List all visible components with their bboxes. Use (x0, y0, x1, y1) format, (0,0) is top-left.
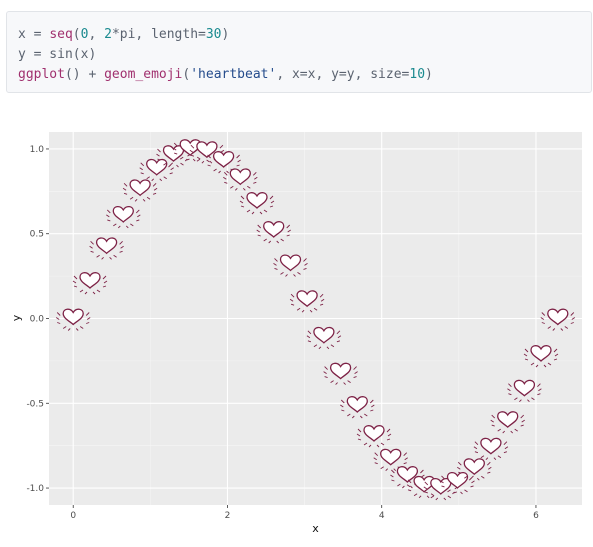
x-tick-label: 4 (379, 511, 385, 521)
code-line-3: ggplot() + geom_emoji('heartbeat', x=x, … (18, 67, 433, 82)
y-axis: -1.0 -0.5 0.0 0.5 1.0 (26, 145, 49, 494)
code-cell[interactable]: x = seq(0, 2*pi, length=30) y = sin(x) g… (6, 11, 592, 93)
x-tick-label: 0 (70, 511, 76, 521)
sine-emoji-plot: -1.0 -0.5 0.0 0.5 1.0 0 2 4 6 x y (10, 132, 582, 535)
code-line-1: x = seq(0, 2*pi, length=30) (18, 27, 230, 42)
x-axis: 0 2 4 6 (70, 505, 539, 521)
y-tick-label: 1.0 (30, 145, 45, 155)
y-tick-label: 0.0 (30, 315, 45, 325)
code-line-2: y = sin(x) (18, 47, 97, 62)
y-tick-label: -1.0 (26, 484, 44, 494)
x-axis-title: x (312, 522, 319, 535)
x-tick-label: 2 (225, 511, 231, 521)
grid-lines (49, 132, 582, 505)
x-tick-label: 6 (533, 511, 539, 521)
y-tick-label: -0.5 (26, 399, 44, 409)
y-axis-title: y (10, 314, 23, 321)
y-tick-label: 0.5 (30, 230, 44, 240)
